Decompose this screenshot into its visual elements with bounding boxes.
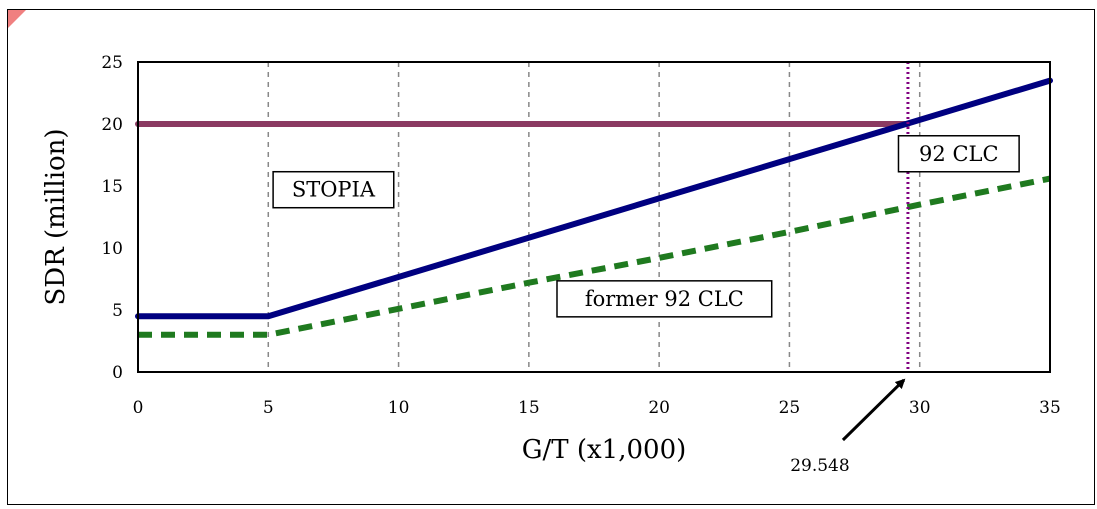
series-line-former [138,175,1051,338]
annotation-value-label: 29.548 [790,456,849,476]
x-tick-label: 25 [779,398,801,418]
corner-marker [8,10,26,28]
x-tick-label: 20 [648,398,670,418]
y-tick-label: 25 [101,53,123,73]
y-axis-label: SDR (million) [41,128,71,305]
annotation-stopia-box [272,170,395,209]
y-tick-label: 0 [112,363,123,383]
x-tick-label: 5 [263,398,274,418]
y-tick-label: 20 [101,115,123,135]
y-tick-label: 10 [101,239,123,259]
plot-area-border [137,61,1051,373]
annotation-92-clc-label: 92 CLC [919,142,998,166]
annotation-former-92-clc-box [556,280,773,318]
series-layer [135,62,1053,372]
chart-svg: 0 5 10 15 20 25 30 35 0 5 10 15 20 25 STOPIA 92 CLC for… [41,53,1061,476]
x-tick-label: 10 [388,398,410,418]
x-tick-label: 0 [133,398,144,418]
annotation-former-92-clc-label: former 92 CLC [585,287,744,311]
annotation-stopia-label: STOPIA [292,178,376,202]
grid-layer [267,62,921,372]
x-tick-label: 35 [1039,398,1061,418]
annotation-92-clc-box [897,135,1020,173]
x-tick-label: 30 [909,398,931,418]
x-tick-label: 15 [518,398,540,418]
y-tick-label: 15 [101,177,123,197]
series-line-stopia [135,77,1053,320]
chart-frame: 0 5 10 15 20 25 30 35 0 5 10 15 20 25 STOPIA 92 CLC for… [7,9,1095,505]
tick-layer: 0 5 10 15 20 25 30 35 0 5 10 15 20 25 [101,53,1060,418]
x-axis-label: G/T (x1,000) [522,435,687,465]
annotation-arrow [841,378,906,442]
annotation-layer: STOPIA 92 CLC former 92 CLC 29.548 [272,135,1020,476]
y-tick-label: 5 [112,301,123,321]
